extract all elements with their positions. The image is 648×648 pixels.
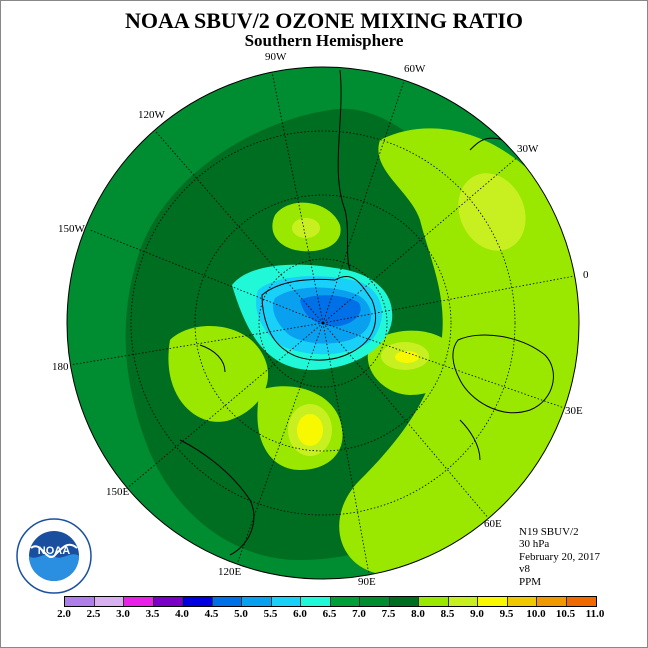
label-lon-30w: 30W <box>517 143 539 155</box>
colorbar-swatch <box>124 597 154 606</box>
colorbar-tick-label: 10.5 <box>555 608 576 620</box>
logo-text: NOAA <box>38 545 70 557</box>
colorbar-tick-label: 9.0 <box>470 608 484 620</box>
colorbar-tick-label: 6.0 <box>293 608 307 620</box>
label-lon-60e: 60E <box>484 518 502 530</box>
label-lon-120w: 120W <box>138 109 166 121</box>
colorbar <box>64 596 597 607</box>
map-subtitle: Southern Hemisphere <box>244 31 404 50</box>
label-lon-90e: 90E <box>358 576 376 588</box>
label-lon-0: 0 <box>583 269 589 281</box>
info-level: 30 hPa <box>519 538 550 551</box>
field-7.5-8.0-west <box>168 326 269 422</box>
colorbar-swatch <box>65 597 95 606</box>
label-lon-150e: 150E <box>106 486 130 498</box>
colorbar-tick-label: 2.0 <box>57 608 71 620</box>
colorbar-ticks: 2.0 2.5 3.0 3.5 4.0 4.5 5.0 5.5 6.0 6.5 7.0 7.5 8.0 8… <box>0 608 648 622</box>
colorbar-swatch <box>212 597 242 606</box>
colorbar-swatch <box>360 597 390 606</box>
colorbar-swatch <box>566 597 596 606</box>
colorbar-tick-label: 4.5 <box>204 608 219 620</box>
noaa-logo: NOAA <box>16 518 92 594</box>
colorbar-tick-label: 5.0 <box>234 608 248 620</box>
colorbar-tick-label: 11.0 <box>585 608 605 620</box>
field-8.0-8.5-a <box>458 173 526 251</box>
colorbar-swatch <box>242 597 272 606</box>
label-lon-180: 180 <box>52 361 69 373</box>
field-7.5-8.0-east <box>339 128 579 576</box>
map-title: NOAA SBUV/2 OZONE MIXING RATIO <box>124 8 524 33</box>
info-block: N19 SBUV/2 30 hPa February 20, 2017 v8 P… <box>519 526 600 588</box>
info-units: PPM <box>519 575 542 588</box>
field-4.0-4.5 <box>300 295 361 327</box>
colorbar-swatch <box>330 597 360 606</box>
colorbar-tick-label: 3.5 <box>145 608 160 620</box>
colorbar-tick-label: 10.0 <box>526 608 546 620</box>
colorbar-swatch <box>271 597 301 606</box>
colorbar-tick-label: 8.0 <box>411 608 425 620</box>
field-8.0-8.5-d <box>292 218 320 238</box>
colorbar-tick-label: 4.0 <box>175 608 189 620</box>
map-boundary <box>66 66 580 580</box>
colorbar-swatch <box>301 597 331 606</box>
coastlines <box>179 69 554 556</box>
label-lon-60w: 60W <box>404 63 426 75</box>
colorbar-swatch <box>183 597 213 606</box>
colorbar-tick-label: 5.5 <box>263 608 278 620</box>
label-lon-150w: 150W <box>58 223 86 235</box>
colorbar-swatch <box>507 597 537 606</box>
colorbar-swatch <box>448 597 478 606</box>
colorbar-tick-label: 6.5 <box>322 608 337 620</box>
colorbar-tick-label: 7.5 <box>381 608 396 620</box>
label-lon-90w: 90W <box>265 51 287 63</box>
field-8.5-9.0-a <box>297 414 323 446</box>
colorbar-tick-label: 7.0 <box>352 608 366 620</box>
colorbar-tick-label: 9.5 <box>499 608 514 620</box>
label-lon-30e: 30E <box>565 405 583 417</box>
graticule <box>69 71 579 579</box>
colorbar-swatch <box>537 597 567 606</box>
colorbar-swatch <box>389 597 419 606</box>
colorbar-tick-label: 2.5 <box>86 608 101 620</box>
colorbar-tick-label: 8.5 <box>440 608 455 620</box>
colorbar-swatch <box>94 597 124 606</box>
info-satellite: N19 SBUV/2 <box>519 526 579 538</box>
colorbar-swatch <box>478 597 508 606</box>
ozone-field <box>67 67 579 579</box>
label-lon-120e: 120E <box>218 566 242 578</box>
info-date: February 20, 2017 <box>519 550 600 563</box>
field-8.5-9.0-b <box>395 351 419 363</box>
colorbar-tick-label: 3.0 <box>116 608 130 620</box>
colorbar-swatch <box>419 597 449 606</box>
info-version: v8 <box>519 563 530 576</box>
colorbar-swatch <box>153 597 183 606</box>
